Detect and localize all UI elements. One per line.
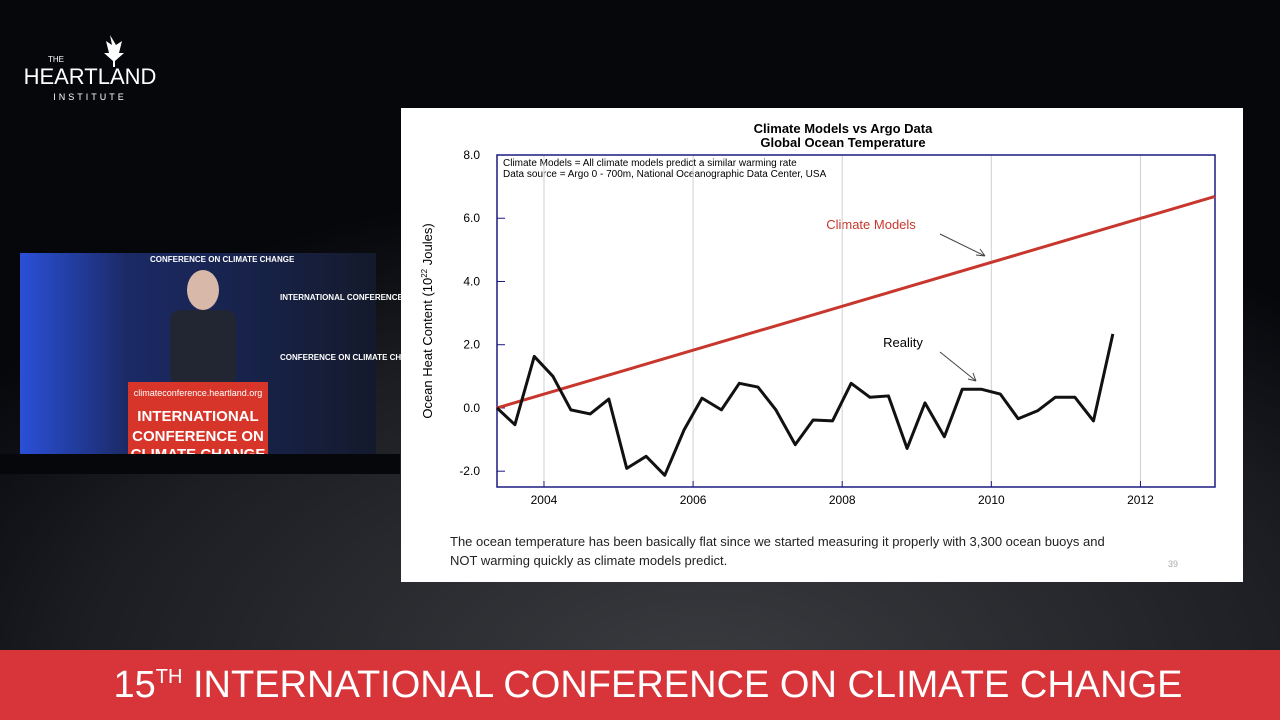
backdrop-text: CONFERENCE ON CLIMATE CHANGE [150,255,295,264]
y-axis-label: Ocean Heat Content (1022 Joules) [420,223,435,418]
y-tick-label: 0.0 [463,401,480,415]
y-label-text: Ocean Heat Content (10 [420,278,435,419]
backdrop-text: INTERNATIONAL CONFERENCE ON CLIMATE CHAN… [280,293,492,302]
podium-sign: INTERNATIONAL [137,408,258,425]
chart-subtitle: Global Ocean Temperature [760,135,925,150]
y-tick-label: -2.0 [459,464,480,478]
x-tick-label: 2008 [829,493,856,507]
y-tick-label: 8.0 [463,148,480,162]
video-inset: CONFERENCE ON CLIMATE CHANGE INTERNATION… [0,253,492,474]
x-tick-label: 2012 [1127,493,1154,507]
logo: THE HEARTLAND INSTITUTE [24,35,157,102]
logo-leaf [104,35,124,67]
chart-note: Data source = Argo 0 - 700m, National Oc… [503,169,827,180]
banner-text: 15TH INTERNATIONAL CONFERENCE ON CLIMATE… [113,664,1182,706]
logo-top: THE [48,55,64,64]
annotation: Climate Models [826,217,916,232]
logo-name: HEARTLAND [24,64,157,89]
slide-bg [401,108,1243,582]
banner-ordinal: 15 [113,664,155,706]
banner-suffix: TH [156,666,183,688]
slide-caption: NOT warming quickly as climate models pr… [450,553,727,568]
x-tick-label: 2004 [531,493,558,507]
annotation-arrow [939,351,977,382]
y-tick-label: 2.0 [463,338,480,352]
slide: Climate Models vs Argo Data Global Ocean… [401,108,1243,582]
logo-bottom: INSTITUTE [53,92,127,102]
x-tick-label: 2010 [978,493,1005,507]
slide-caption: The ocean temperature has been basically… [450,534,1105,549]
y-label-exponent: 22 [420,268,429,277]
podium-sign: CONFERENCE ON [132,428,264,445]
podium [128,382,268,454]
page-number: 39 [1168,559,1178,569]
speaker-body [170,310,236,385]
chart-note: Climate Models = All climate models pred… [503,158,797,169]
inset-mask [0,454,400,474]
annotation: Reality [883,335,923,350]
banner-bg [0,650,1280,720]
plot-frame [496,154,1216,488]
y-tick-label: 6.0 [463,211,480,225]
backdrop-text: CONFERENCE ON CLIMATE CHANGE [280,353,425,362]
y-tick-label: 4.0 [463,274,480,288]
x-tick-label: 2006 [680,493,707,507]
series-line [495,333,1115,477]
banner: 15TH INTERNATIONAL CONFERENCE ON CLIMATE… [0,650,1280,720]
banner-main: INTERNATIONAL CONFERENCE ON CLIMATE CHAN… [182,664,1182,706]
series-line [496,194,1216,410]
speaker-head [187,270,219,310]
chart-title: Climate Models vs Argo Data [754,121,933,136]
annotation-arrow [939,233,986,257]
podium-url: climateconference.heartland.org [134,388,263,398]
y-label-unit: Joules) [420,223,435,269]
